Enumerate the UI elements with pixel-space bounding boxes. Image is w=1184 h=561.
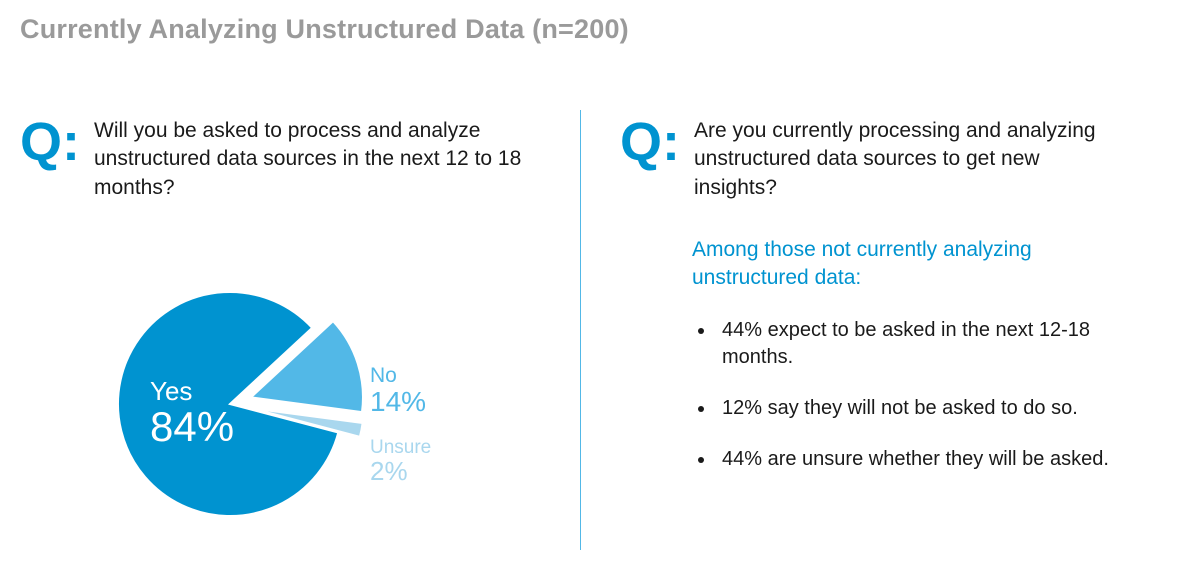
- slice-name: Yes: [150, 378, 234, 405]
- slice-percent: 84%: [150, 405, 234, 449]
- list-item: 44% expect to be asked in the next 12-18…: [716, 317, 1112, 371]
- vertical-divider: [580, 110, 581, 550]
- slice-percent: 2%: [370, 458, 431, 485]
- slice-label-yes: Yes 84%: [150, 378, 234, 449]
- list-item: 12% say they will not be asked to do so.: [716, 395, 1112, 422]
- list-item: 44% are unsure whether they will be aske…: [716, 446, 1112, 473]
- q-prefix: Q:: [20, 115, 80, 169]
- question-text: Will you be asked to process and analyze…: [94, 115, 524, 202]
- question-row: Q: Are you currently processing and anal…: [620, 115, 1150, 202]
- subheading: Among those not currently analyzing unst…: [692, 236, 1072, 293]
- slice-label-unsure: Unsure 2%: [370, 438, 431, 485]
- slice-percent: 14%: [370, 387, 426, 416]
- pie-chart: Yes 84% No 14% Unsure 2%: [110, 290, 570, 550]
- bullet-list: 44% expect to be asked in the next 12-18…: [692, 317, 1112, 473]
- slice-name: Unsure: [370, 438, 431, 458]
- question-text: Are you currently processing and analyzi…: [694, 115, 1124, 202]
- right-panel: Q: Are you currently processing and anal…: [620, 115, 1150, 497]
- left-panel: Q: Will you be asked to process and anal…: [20, 115, 540, 202]
- q-prefix: Q:: [620, 115, 680, 169]
- slice-label-no: No 14%: [370, 365, 426, 416]
- page-title: Currently Analyzing Unstructured Data (n…: [20, 14, 629, 45]
- slice-name: No: [370, 365, 426, 387]
- question-row: Q: Will you be asked to process and anal…: [20, 115, 540, 202]
